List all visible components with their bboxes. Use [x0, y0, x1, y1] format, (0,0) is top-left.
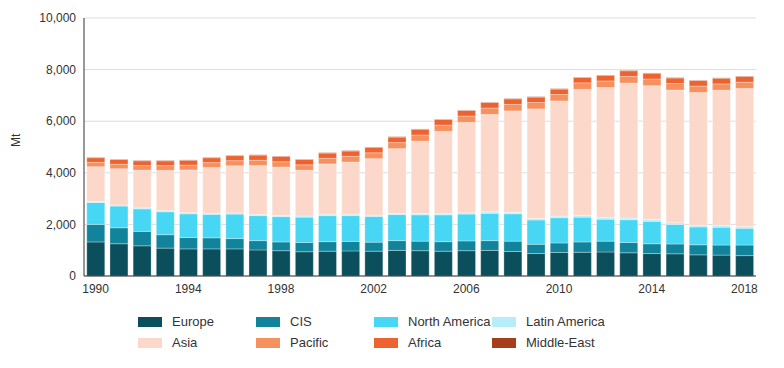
svg-text:1990: 1990 — [82, 282, 109, 296]
html-text:Africa: Africa — [408, 335, 442, 350]
svg-text:2014: 2014 — [638, 282, 665, 296]
svg-text:2006: 2006 — [453, 282, 480, 296]
svg-text:10,000: 10,000 — [39, 11, 76, 25]
html-text:Latin America: Latin America — [526, 314, 605, 329]
svg-text:8,000: 8,000 — [46, 63, 76, 77]
svg-text:1994: 1994 — [175, 282, 202, 296]
html-text:Pacific: Pacific — [290, 335, 329, 350]
svg-text:2002: 2002 — [360, 282, 387, 296]
html-text:Asia: Asia — [172, 335, 198, 350]
svg-text:0: 0 — [69, 269, 76, 283]
html-text:CIS: CIS — [290, 314, 312, 329]
svg-text:2018: 2018 — [731, 282, 758, 296]
html-text:Europe: Europe — [172, 314, 214, 329]
svg-text:1998: 1998 — [268, 282, 295, 296]
html-text:Middle-East: Middle-East — [526, 335, 595, 350]
svg-text:Mt: Mt — [9, 133, 23, 147]
svg-text:4,000: 4,000 — [46, 166, 76, 180]
svg-text:2010: 2010 — [546, 282, 573, 296]
html-text:North America: North America — [408, 314, 491, 329]
svg-text:6,000: 6,000 — [46, 114, 76, 128]
svg-text:2,000: 2,000 — [46, 218, 76, 232]
